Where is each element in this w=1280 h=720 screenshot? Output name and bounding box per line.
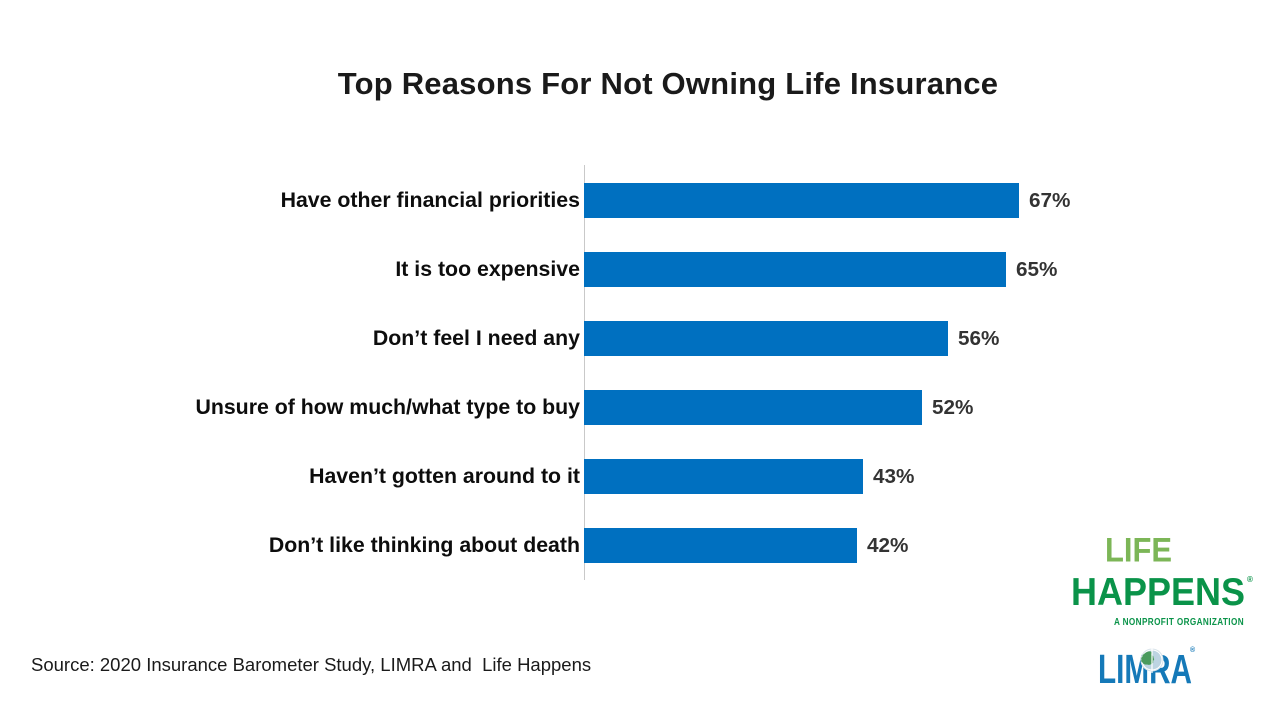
- svg-text:HAPPENS: HAPPENS: [1071, 571, 1245, 614]
- svg-text:®: ®: [1190, 646, 1196, 654]
- svg-text:LIFE: LIFE: [1105, 532, 1172, 570]
- svg-text:®: ®: [1247, 575, 1253, 584]
- svg-text:A NONPROFIT ORGANIZATION: A NONPROFIT ORGANIZATION: [1114, 616, 1244, 628]
